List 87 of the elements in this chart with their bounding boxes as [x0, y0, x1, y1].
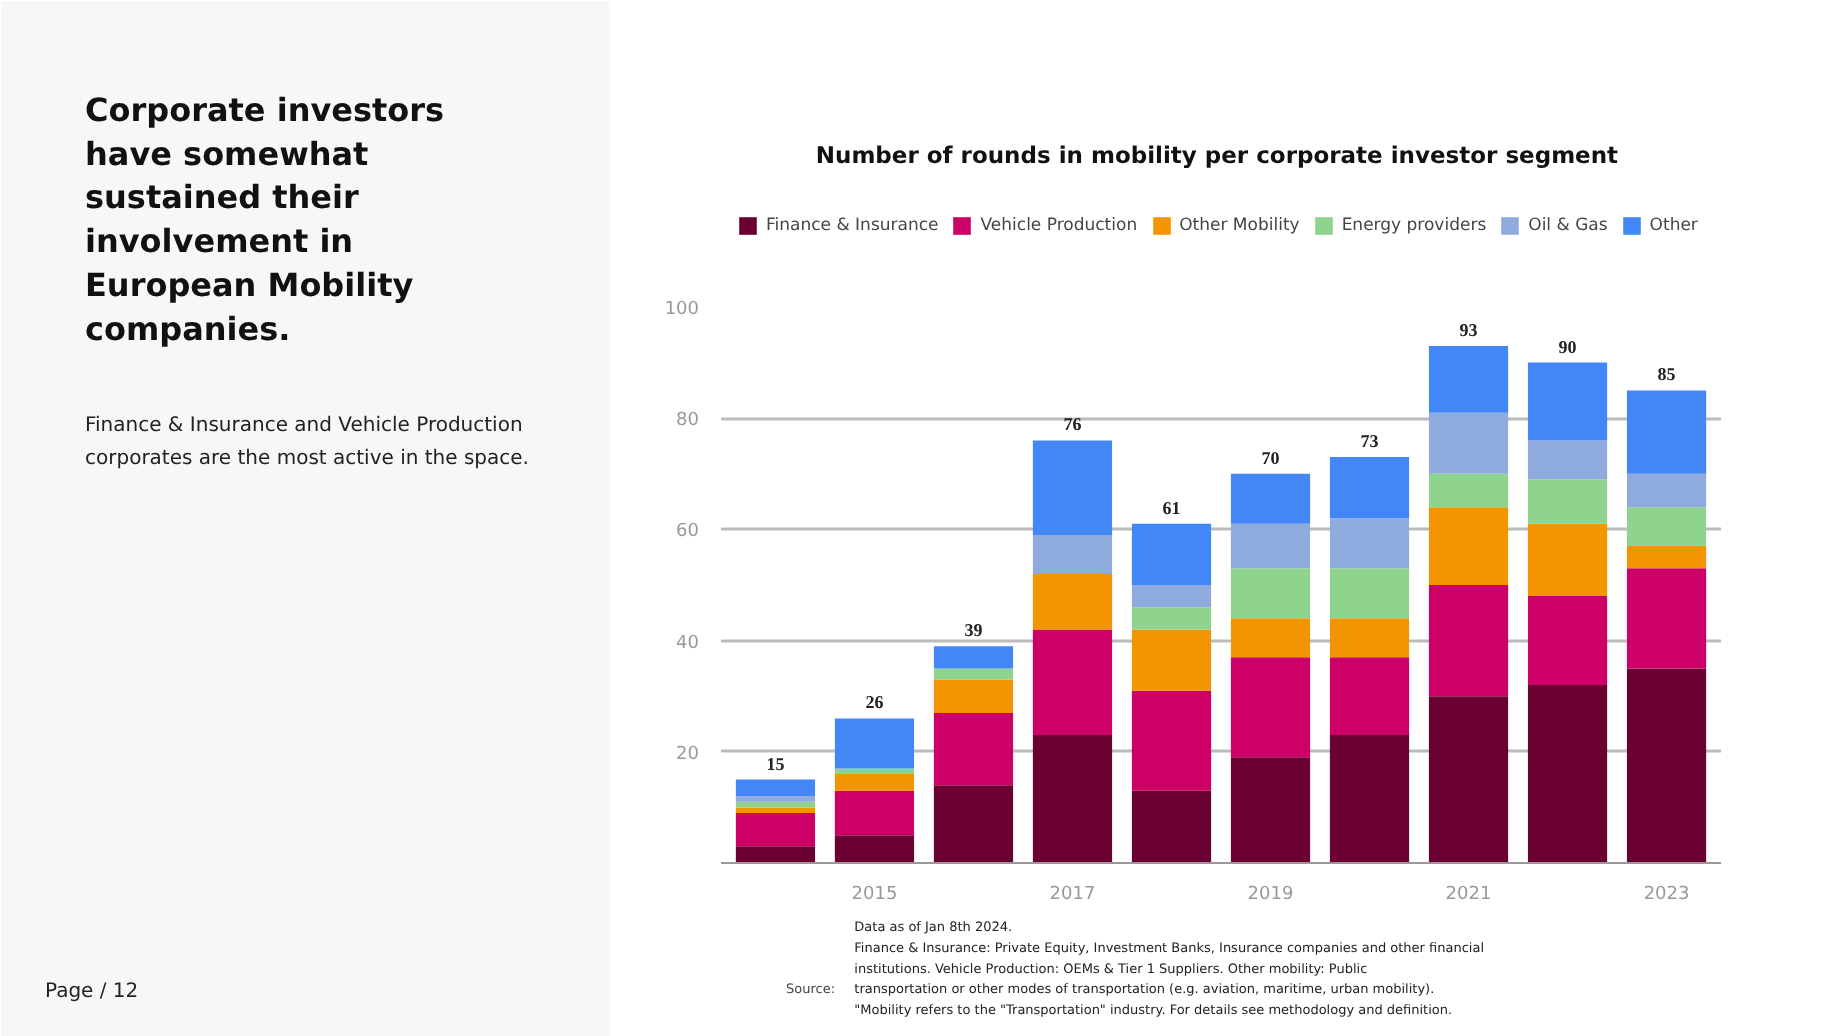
bar — [1329, 735, 1410, 863]
total-label: 70 — [1261, 447, 1281, 468]
bar — [1329, 657, 1410, 736]
bar — [1428, 696, 1509, 863]
x-tick-label: 2019 — [1247, 885, 1294, 905]
bar — [834, 768, 915, 775]
bar — [834, 718, 915, 769]
bar — [1527, 685, 1608, 863]
total-label: 15 — [766, 753, 786, 774]
legend-label: Oil & Gas — [1528, 215, 1608, 235]
total-label: 93 — [1459, 319, 1479, 340]
bar — [933, 785, 1014, 863]
text: Finance & Insurance and Vehicle Production corporates are the most active in the space. — [85, 415, 529, 470]
bar — [1230, 473, 1311, 524]
bar — [1626, 668, 1707, 863]
bar — [1329, 518, 1410, 569]
bar — [1527, 362, 1608, 441]
bar — [1527, 479, 1608, 524]
bar — [1626, 568, 1707, 669]
bar — [1527, 523, 1608, 597]
y-tick-label: 40 — [676, 633, 700, 654]
legend-label: Energy providers — [1341, 215, 1487, 235]
bar — [1230, 618, 1311, 658]
total-label: 39 — [964, 620, 984, 641]
bar — [735, 846, 816, 863]
bar — [1626, 390, 1707, 474]
bar — [1626, 507, 1707, 547]
bar — [735, 801, 816, 808]
bar — [1131, 629, 1212, 691]
total-label: 90 — [1558, 336, 1578, 357]
bar — [1527, 440, 1608, 480]
x-tick-label: 2017 — [1049, 885, 1096, 905]
bar — [933, 646, 1014, 669]
x-tick-label: 2021 — [1445, 885, 1492, 905]
bar — [1230, 757, 1311, 863]
bar — [834, 835, 915, 863]
bar — [1428, 345, 1509, 413]
bar — [1230, 657, 1311, 758]
bar — [1428, 473, 1509, 508]
x-tick-label: 2023 — [1643, 885, 1690, 905]
bar — [1131, 607, 1212, 630]
y-tick-label: 20 — [676, 744, 700, 765]
total-label: 73 — [1360, 431, 1380, 452]
legend-label: Finance & Insurance — [766, 215, 939, 235]
bar — [735, 796, 816, 802]
total-label: 85 — [1657, 364, 1677, 385]
bar — [1428, 412, 1509, 474]
bar — [933, 712, 1014, 786]
legend-label: Other Mobility — [1179, 215, 1300, 235]
chart-title: Number of rounds in mobility per corporate investor segment — [815, 141, 1620, 169]
legend-label: Vehicle Production — [980, 215, 1138, 235]
bar — [1626, 546, 1707, 569]
bar — [1131, 690, 1212, 791]
bar — [735, 807, 816, 813]
bar — [1032, 534, 1113, 574]
bar — [834, 790, 915, 836]
bar — [1131, 585, 1212, 608]
bar — [735, 779, 816, 797]
bar — [1329, 618, 1410, 658]
total-label: 26 — [865, 692, 885, 713]
bar — [735, 812, 816, 847]
bar — [1230, 523, 1311, 569]
bar — [1032, 735, 1113, 863]
total-label: 61 — [1162, 497, 1182, 518]
bar — [1032, 629, 1113, 736]
bar — [1428, 585, 1509, 697]
total-label: 76 — [1063, 414, 1083, 435]
bar — [933, 668, 1014, 680]
bar — [1329, 457, 1410, 519]
legend-label: Other — [1649, 215, 1698, 235]
y-tick-label: 60 — [676, 522, 700, 543]
bar — [1527, 596, 1608, 686]
bar — [933, 679, 1014, 713]
y-tick-label: 100 — [664, 300, 700, 320]
bar — [1032, 440, 1113, 535]
text: Corporate investors have somewhat sustained their involvement in European Mobility companies. — [85, 91, 445, 348]
x-tick-label: 2015 — [851, 885, 898, 905]
bar — [1626, 473, 1707, 508]
text: Page / 12 — [45, 981, 139, 1003]
bar — [1032, 573, 1113, 630]
bar — [1329, 568, 1410, 619]
bar — [1428, 507, 1509, 585]
y-tick-label: 80 — [676, 411, 700, 432]
bar — [834, 774, 915, 791]
bar — [1131, 790, 1212, 863]
bar — [1230, 568, 1311, 619]
bar — [1131, 523, 1212, 585]
